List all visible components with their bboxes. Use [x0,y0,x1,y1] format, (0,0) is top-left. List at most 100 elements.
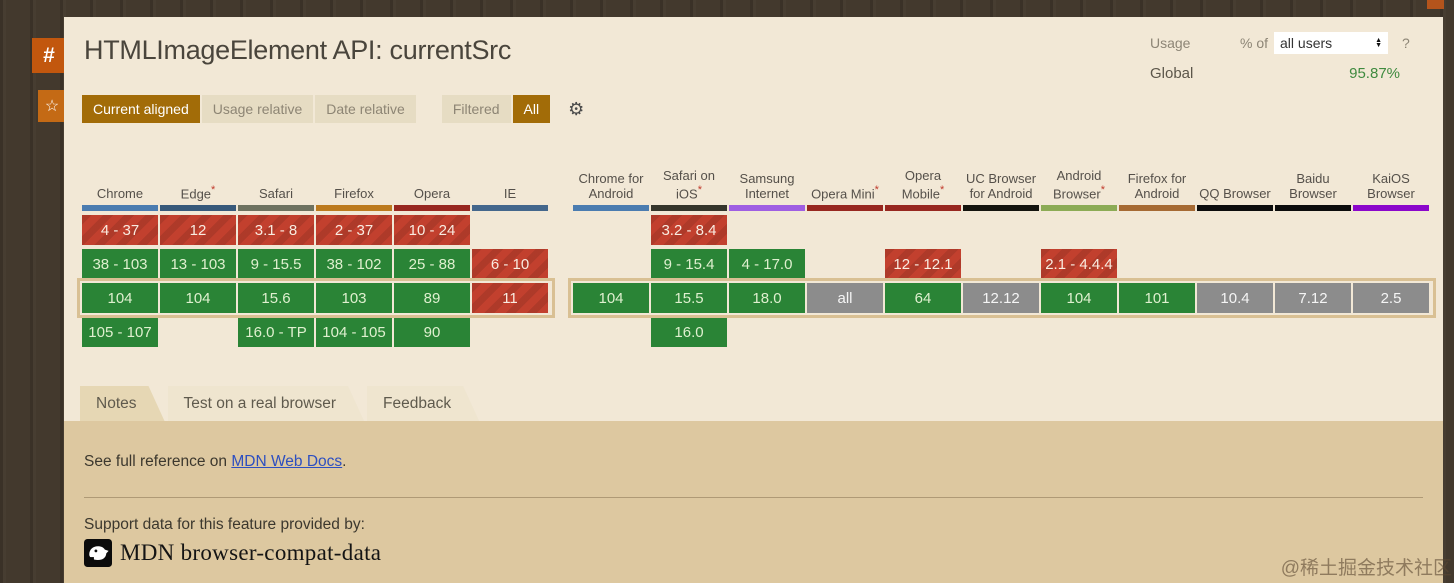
watermark: @稀土掘金技术社区 [1280,558,1452,579]
support-cell[interactable]: 16.0 - TP [238,317,314,347]
usage-source-value: all users [1280,35,1333,51]
support-cell[interactable]: 12.12 [963,283,1039,313]
support-cell[interactable]: 16.0 [651,317,727,347]
support-cell[interactable]: 12 - 12.1 [885,249,961,279]
support-cell[interactable]: 2 - 37 [316,215,392,245]
tab-notes[interactable]: Notes [80,386,165,421]
browser-stat-bar [82,205,158,211]
support-cell [1275,249,1351,279]
support-cell[interactable]: 25 - 88 [394,249,470,279]
support-cell[interactable]: 89 [394,283,470,313]
global-usage-row: Global 95.87% [1150,61,1418,85]
support-cell[interactable]: 6 - 10 [472,249,548,279]
support-cell [1197,215,1273,245]
support-cell[interactable]: 104 [573,283,649,313]
support-cell[interactable]: 9 - 15.5 [238,249,314,279]
favorite-star-button[interactable]: ☆ [38,90,66,122]
desktop-browsers-table: Chrome Edge* Safari Firefox Opera IE 4 - 37 12 3… [77,135,555,347]
mdn-source-row: MDN browser-compat-data [64,534,1443,567]
tab-feedback[interactable]: Feedback [367,386,479,421]
current-version-row: 104 15.5 18.0 all 64 12.12 104 101 10.4 7.12 2.5 [568,278,1436,318]
version-row: 3.2 - 8.4 [573,215,1431,245]
support-cell[interactable]: 13 - 103 [160,249,236,279]
support-cell[interactable]: 104 [1041,283,1117,313]
browser-stat-bar [394,205,470,211]
notes-panel: See full reference on MDN Web Docs. Supp… [64,421,1443,583]
view-button-date-relative[interactable]: Date relative [315,95,416,123]
support-cell[interactable]: 3.2 - 8.4 [651,215,727,245]
browser-column-header: Chrome for Android [578,171,644,201]
support-cell[interactable]: 9 - 15.4 [651,249,727,279]
gear-icon[interactable]: ⚙ [568,98,585,119]
browser-stat-bar [729,205,805,211]
asterisk-note-marker: * [1100,183,1105,196]
support-cell[interactable]: 18.0 [729,283,805,313]
mdn-web-docs-link[interactable]: MDN Web Docs [231,453,343,470]
support-cell[interactable]: 104 [82,283,158,313]
filter-toolbar: Current aligned Usage relative Date rela… [82,95,584,123]
support-cell[interactable]: 15.5 [651,283,727,313]
help-icon[interactable]: ? [1402,35,1410,51]
permalink-hash-button[interactable]: # [32,38,66,73]
support-cell[interactable]: 10.4 [1197,283,1273,313]
support-cell[interactable]: 4 - 37 [82,215,158,245]
browser-column-header: Firefox [334,186,374,201]
divider [84,497,1423,498]
support-cell[interactable]: 10 - 24 [394,215,470,245]
browser-column-header: Safari on iOS* [662,167,716,201]
support-cell [1275,215,1351,245]
support-cell [1197,317,1273,347]
support-cell[interactable]: 3.1 - 8 [238,215,314,245]
support-cell[interactable]: 11 [472,283,548,313]
support-cell[interactable]: 104 - 105 [316,317,392,347]
global-label: Global [1150,64,1194,82]
support-cell[interactable]: 15.6 [238,283,314,313]
support-cell [1353,249,1429,279]
support-cell [807,215,883,245]
notes-text-after: . [342,453,347,470]
support-cell [963,249,1039,279]
view-button-current-aligned[interactable]: Current aligned [82,95,200,123]
support-cell[interactable]: 7.12 [1275,283,1351,313]
support-cell [729,215,805,245]
support-cell[interactable]: 90 [394,317,470,347]
mdn-dino-icon [84,539,112,567]
usage-source-select[interactable]: all users ▲ ▼ [1274,32,1389,54]
support-cell[interactable]: 4 - 17.0 [729,249,805,279]
support-cell[interactable]: 101 [1119,283,1195,313]
support-tables: Chrome Edge* Safari Firefox Opera IE 4 - 37 12 3… [77,135,1436,347]
percent-of-label: % of [1240,35,1269,51]
view-button-usage-relative[interactable]: Usage relative [201,95,314,123]
support-cell[interactable]: 64 [885,283,961,313]
support-cell[interactable]: 105 - 107 [82,317,158,347]
version-row: 16.0 [573,317,1431,347]
support-cell[interactable]: 38 - 102 [316,249,392,279]
support-cell [1353,317,1429,347]
browser-stat-bar [573,205,649,211]
mdn-source-name[interactable]: MDN browser-compat-data [120,540,382,565]
support-cell [1197,249,1273,279]
support-cell[interactable]: 12 [160,215,236,245]
browser-column-header: Firefox for Android [1127,171,1187,201]
browser-column-header: Opera Mini* [811,183,879,201]
browser-stat-bar [160,205,236,211]
asterisk-note-marker: * [697,183,702,196]
support-cell [472,317,548,347]
support-cell[interactable]: 2.5 [1353,283,1429,313]
support-cell [1119,317,1195,347]
support-cell[interactable]: 38 - 103 [82,249,158,279]
support-cell[interactable]: all [807,283,883,313]
filter-button-filtered[interactable]: Filtered [441,95,511,123]
support-cell[interactable]: 2.1 - 4.4.4 [1041,249,1117,279]
global-usage-value: 95.87% [1349,64,1400,82]
usage-row: Usage % of all users ▲ ▼ ? [1150,31,1418,55]
tab-test-real-browser[interactable]: Test on a real browser [168,386,365,421]
detail-tabs: Notes Test on a real browser Feedback [80,386,482,421]
browser-stat-bar [1119,205,1195,211]
filter-button-all[interactable]: All [512,95,551,123]
support-cell[interactable]: 104 [160,283,236,313]
browser-column-header: Safari [259,186,293,201]
star-icon: ☆ [44,98,60,115]
support-cell[interactable]: 103 [316,283,392,313]
